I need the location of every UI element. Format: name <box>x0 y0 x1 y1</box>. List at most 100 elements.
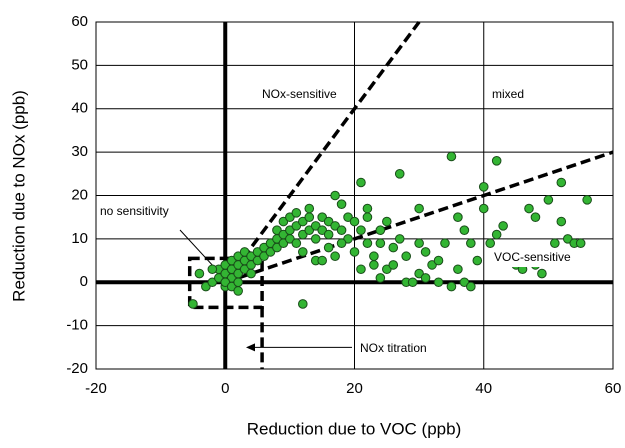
point <box>472 255 483 266</box>
point <box>388 260 399 270</box>
guide-line <box>223 20 421 284</box>
point <box>298 247 308 257</box>
point <box>259 242 269 253</box>
point <box>349 216 360 227</box>
point <box>188 299 198 309</box>
point <box>233 286 243 296</box>
point <box>433 255 444 266</box>
annotation-bg <box>357 340 447 358</box>
point <box>233 277 243 288</box>
point <box>298 216 308 227</box>
point <box>562 234 573 244</box>
guide-line <box>224 150 614 284</box>
point <box>304 212 315 222</box>
point <box>265 238 276 249</box>
annotation: NOx titration <box>360 341 427 355</box>
point <box>323 242 334 253</box>
point <box>291 221 302 231</box>
point <box>556 177 567 188</box>
point <box>466 238 476 249</box>
point <box>407 277 418 288</box>
point <box>323 216 334 227</box>
point <box>362 238 373 249</box>
point <box>556 216 567 227</box>
point <box>291 238 302 249</box>
point <box>414 203 424 214</box>
point <box>336 238 347 249</box>
point <box>440 238 450 249</box>
point <box>491 156 502 166</box>
point <box>485 238 496 249</box>
point <box>530 212 541 222</box>
point <box>427 260 437 270</box>
annotation: NOx-sensitive <box>262 87 337 101</box>
point <box>304 225 315 235</box>
point <box>304 203 315 214</box>
point <box>524 203 534 214</box>
annotation-bg <box>491 249 589 267</box>
guide-line <box>179 229 216 269</box>
point <box>356 264 366 275</box>
point <box>291 208 302 218</box>
point <box>382 264 392 275</box>
point <box>226 255 237 266</box>
point <box>278 216 289 227</box>
y-tick-label: 0 <box>80 273 88 290</box>
point <box>220 277 231 288</box>
point <box>330 251 340 262</box>
point <box>459 277 470 288</box>
point <box>394 234 405 244</box>
x-tick-label: 40 <box>475 380 492 397</box>
point <box>317 255 327 266</box>
point <box>375 225 386 235</box>
point <box>575 238 586 249</box>
point <box>194 268 205 279</box>
y-tick-label: 20 <box>71 186 88 203</box>
point <box>537 268 547 279</box>
point <box>369 251 379 262</box>
point <box>310 234 321 244</box>
point <box>226 281 237 292</box>
point <box>285 212 295 222</box>
point <box>401 251 412 262</box>
point <box>207 277 218 288</box>
point <box>362 212 373 222</box>
point <box>220 260 231 270</box>
point <box>317 225 327 235</box>
point <box>375 238 386 249</box>
y-tick-label: 40 <box>71 100 88 117</box>
point <box>388 242 399 253</box>
point <box>369 260 379 270</box>
point <box>356 225 366 235</box>
point <box>478 203 489 214</box>
point <box>453 212 463 222</box>
point <box>466 281 476 292</box>
point <box>239 247 250 257</box>
point <box>446 151 457 162</box>
point <box>349 247 360 257</box>
point <box>446 281 457 292</box>
y-tick-label: -20 <box>66 360 88 377</box>
point <box>330 190 340 201</box>
x-tick-label: 60 <box>605 380 622 397</box>
point <box>420 273 431 283</box>
annotation-bg <box>97 203 199 221</box>
x-tick-label: 20 <box>346 380 363 397</box>
point <box>362 203 373 214</box>
point <box>246 268 256 279</box>
y-tick-label: 30 <box>71 143 88 160</box>
point <box>459 225 470 235</box>
point <box>330 221 340 231</box>
point <box>453 264 463 275</box>
point <box>582 195 592 205</box>
point <box>298 229 308 240</box>
point <box>414 268 424 279</box>
x-axis-title: Reduction due to VOC (ppb) <box>247 419 462 438</box>
point <box>246 251 256 262</box>
y-tick-label: 10 <box>71 230 88 247</box>
point <box>550 238 560 249</box>
point <box>498 221 508 231</box>
point <box>336 199 347 209</box>
point <box>298 299 308 309</box>
